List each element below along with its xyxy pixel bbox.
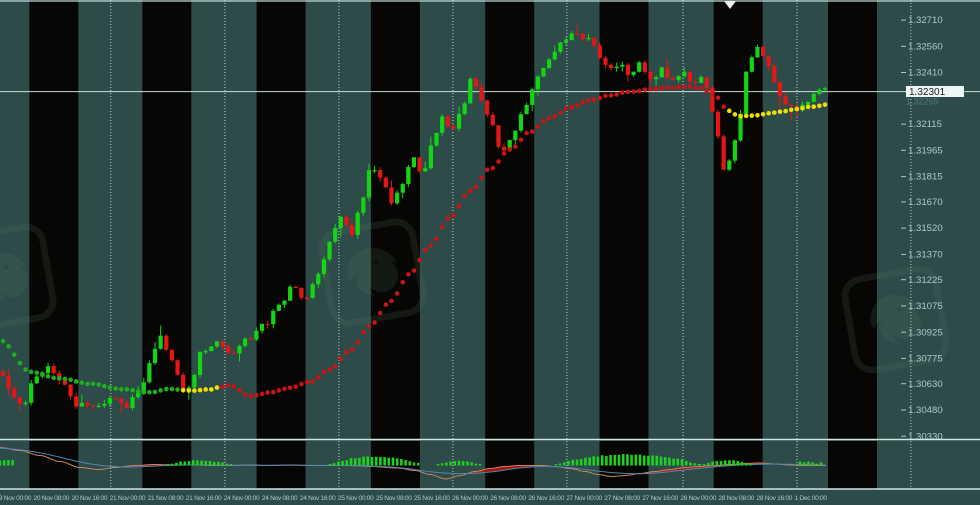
- svg-text:1.30330: 1.30330: [908, 431, 943, 442]
- svg-text:1.30925: 1.30925: [908, 327, 943, 338]
- svg-text:1.31520: 1.31520: [908, 223, 943, 234]
- svg-text:1.31370: 1.31370: [908, 250, 943, 261]
- svg-text:1.30775: 1.30775: [908, 354, 943, 365]
- svg-text:1.32115: 1.32115: [908, 119, 942, 130]
- svg-text:1.32410: 1.32410: [908, 68, 943, 79]
- svg-text:1.31815: 1.31815: [908, 172, 943, 183]
- svg-text:26 Nov 08:00: 26 Nov 08:00: [490, 495, 526, 502]
- svg-text:1 Dec 00:00: 1 Dec 00:00: [795, 495, 828, 502]
- svg-text:25 Nov 00:00: 25 Nov 00:00: [338, 495, 374, 502]
- svg-text:25 Nov 16:00: 25 Nov 16:00: [414, 495, 450, 502]
- svg-text:1.31075: 1.31075: [908, 301, 943, 312]
- svg-text:26 Nov 00:00: 26 Nov 00:00: [452, 495, 488, 502]
- svg-text:28 Nov 00:00: 28 Nov 00:00: [680, 495, 716, 502]
- svg-text:24 Nov 16:00: 24 Nov 16:00: [300, 495, 336, 502]
- svg-text:1.31670: 1.31670: [908, 197, 943, 208]
- svg-text:1.32265: 1.32265: [906, 96, 939, 106]
- svg-text:28 Nov 16:00: 28 Nov 16:00: [757, 495, 793, 502]
- svg-text:24 Nov 00:00: 24 Nov 00:00: [224, 495, 260, 502]
- svg-text:28 Nov 08:00: 28 Nov 08:00: [718, 495, 754, 502]
- svg-text:1.31965: 1.31965: [908, 145, 943, 156]
- svg-text:19 Nov 00:00: 19 Nov 00:00: [0, 495, 32, 502]
- svg-text:21 Nov 00:00: 21 Nov 00:00: [110, 495, 146, 502]
- svg-text:27 Nov 08:00: 27 Nov 08:00: [604, 495, 640, 502]
- svg-text:26 Nov 16:00: 26 Nov 16:00: [528, 495, 564, 502]
- svg-text:21 Nov 16:00: 21 Nov 16:00: [186, 495, 222, 502]
- svg-text:20 Nov 08:00: 20 Nov 08:00: [34, 495, 70, 502]
- svg-text:21 Nov 08:00: 21 Nov 08:00: [148, 495, 184, 502]
- svg-text:24 Nov 08:00: 24 Nov 08:00: [262, 495, 298, 502]
- svg-text:27 Nov 00:00: 27 Nov 00:00: [566, 495, 602, 502]
- svg-text:27 Nov 16:00: 27 Nov 16:00: [642, 495, 678, 502]
- svg-text:20 Nov 16:00: 20 Nov 16:00: [72, 495, 108, 502]
- svg-text:1.30480: 1.30480: [908, 405, 943, 416]
- svg-text:1.32560: 1.32560: [908, 41, 943, 52]
- svg-text:1.31225: 1.31225: [908, 275, 943, 286]
- svg-text:25 Nov 08:00: 25 Nov 08:00: [376, 495, 412, 502]
- svg-text:1.30630: 1.30630: [908, 379, 943, 390]
- svg-text:1.32710: 1.32710: [908, 15, 943, 26]
